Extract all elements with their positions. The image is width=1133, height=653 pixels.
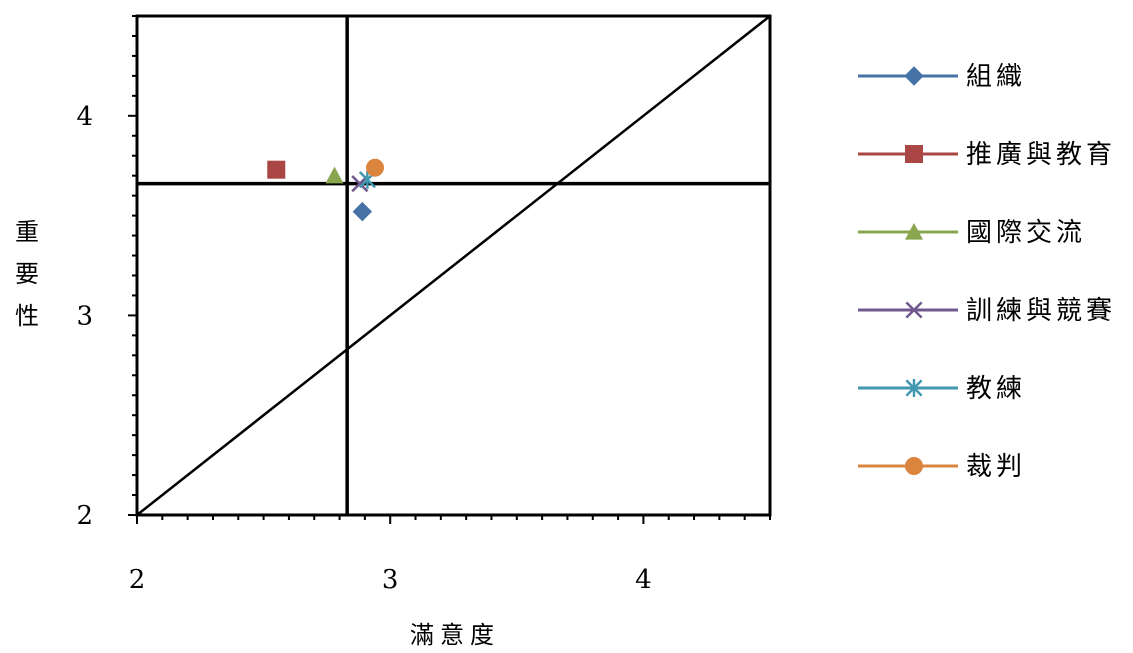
y-tick-label: 4 bbox=[76, 102, 93, 132]
legend-marker bbox=[905, 145, 923, 163]
legend-label: 國際交流 bbox=[966, 218, 1086, 248]
y-axis-title-char: 性 bbox=[15, 302, 39, 330]
legend-label: 推廣與教育 bbox=[966, 140, 1116, 170]
x-tick-label: 3 bbox=[382, 565, 399, 595]
data-point-3 bbox=[325, 166, 344, 184]
x-tick-label: 2 bbox=[129, 565, 146, 595]
diagonal-line bbox=[136, 15, 771, 516]
y-tick-label: 3 bbox=[76, 301, 93, 331]
legend-label: 裁判 bbox=[966, 452, 1026, 482]
legend-item-2: 推廣與教育 bbox=[858, 140, 1116, 170]
reference-lines bbox=[136, 15, 771, 516]
legend-label: 教練 bbox=[966, 374, 1026, 404]
legend-marker bbox=[905, 379, 923, 397]
x-tick-label: 4 bbox=[635, 565, 652, 595]
x-axis-title: 滿意度 bbox=[410, 621, 500, 649]
data-point-6 bbox=[366, 158, 385, 177]
data-point-2 bbox=[267, 160, 286, 179]
y-axis-title-char: 要 bbox=[15, 260, 39, 288]
data-points bbox=[267, 158, 385, 222]
legend-label: 訓練與競賽 bbox=[966, 296, 1116, 326]
y-axis-title: 重要性 bbox=[15, 218, 39, 330]
legend-item-6: 裁判 bbox=[858, 452, 1026, 482]
legend-marker bbox=[905, 223, 923, 240]
legend-marker bbox=[905, 301, 923, 319]
legend-item-4: 訓練與競賽 bbox=[858, 296, 1116, 326]
legend-marker bbox=[905, 457, 923, 475]
legend-item-1: 組織 bbox=[858, 62, 1026, 92]
legend-marker bbox=[904, 66, 924, 86]
legend-item-5: 教練 bbox=[858, 374, 1026, 404]
axes: 2 3 4 2 3 4 bbox=[76, 14, 772, 595]
data-point-1 bbox=[352, 201, 373, 222]
plot-frame bbox=[135, 14, 772, 517]
y-axis-title-char: 重 bbox=[15, 218, 39, 246]
y-tick-label: 2 bbox=[76, 501, 93, 531]
legend-item-3: 國際交流 bbox=[858, 218, 1086, 248]
legend-label: 組織 bbox=[966, 62, 1026, 92]
